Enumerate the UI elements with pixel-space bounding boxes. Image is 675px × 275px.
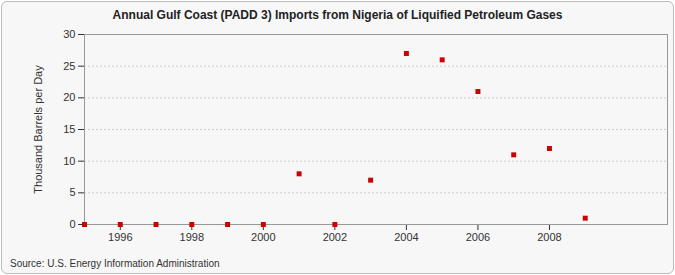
- svg-text:1998: 1998: [180, 231, 204, 243]
- html-text:Annual Gulf Coast (PADD 3) Imp: Annual Gulf Coast (PADD 3) Imports from …: [112, 8, 563, 22]
- svg-text:10: 10: [63, 155, 75, 167]
- svg-text:2008: 2008: [537, 231, 561, 243]
- svg-text:5: 5: [69, 186, 75, 198]
- svg-text:2004: 2004: [394, 231, 418, 243]
- svg-text:0: 0: [69, 218, 75, 230]
- svg-text:2006: 2006: [466, 231, 490, 243]
- svg-text:30: 30: [63, 28, 75, 40]
- html-text:Source: U.S. Energy Informatio: Source: U.S. Energy Information Administ…: [10, 258, 220, 269]
- svg-text:2002: 2002: [323, 231, 347, 243]
- svg-text:1996: 1996: [108, 231, 132, 243]
- svg-text:25: 25: [63, 60, 75, 72]
- svg-text:15: 15: [63, 123, 75, 135]
- svg-text:Thousand Barrels per Day: Thousand Barrels per Day: [32, 65, 44, 194]
- svg-text:20: 20: [63, 91, 75, 103]
- svg-text:2000: 2000: [251, 231, 275, 243]
